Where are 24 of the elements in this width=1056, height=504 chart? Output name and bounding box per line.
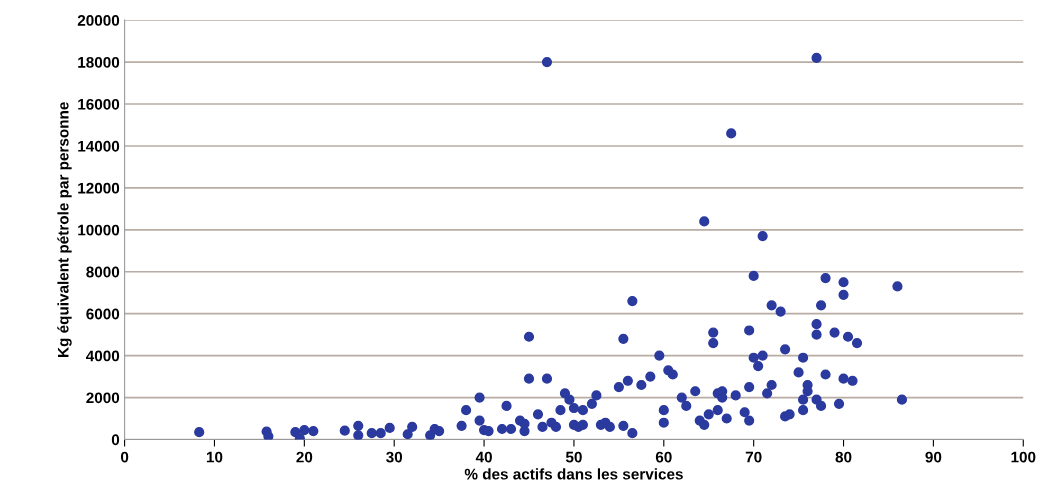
y-tick-label: 10000 <box>78 224 120 236</box>
y-tick-label: 18000 <box>78 56 120 68</box>
x-tick-label: 0 <box>120 451 129 463</box>
x-tick-label: 50 <box>565 451 582 463</box>
y-tick-label: 14000 <box>78 140 120 152</box>
x-tick-label: 60 <box>655 451 672 463</box>
y-axis-title: Kg équivalent pétrole par personne <box>57 102 72 357</box>
x-tick-label: 30 <box>386 451 403 463</box>
y-tick-label: 12000 <box>78 182 120 194</box>
y-tick-label: 0 <box>111 434 120 446</box>
x-tick-label: 70 <box>745 451 762 463</box>
x-tick-label: 40 <box>475 451 492 463</box>
x-tick-label: 90 <box>925 451 942 463</box>
y-tick-label: 2000 <box>86 392 120 404</box>
x-tick-label: 80 <box>835 451 852 463</box>
y-tick-label: 16000 <box>78 98 120 110</box>
x-tick-label: 100 <box>1011 451 1036 463</box>
x-tick-label: 20 <box>296 451 313 463</box>
y-tick-label: 8000 <box>86 266 120 278</box>
y-tick-label: 20000 <box>77 15 120 26</box>
x-tick-label: 10 <box>206 451 223 463</box>
y-tick-label: 4000 <box>85 350 120 362</box>
y-tick-label: 6000 <box>86 308 120 320</box>
x-axis-title: % des actifs dans les services <box>464 468 683 480</box>
